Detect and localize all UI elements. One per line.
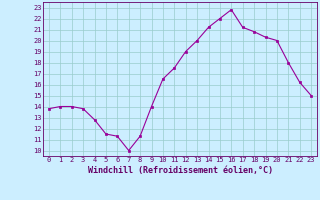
- X-axis label: Windchill (Refroidissement éolien,°C): Windchill (Refroidissement éolien,°C): [87, 166, 273, 175]
